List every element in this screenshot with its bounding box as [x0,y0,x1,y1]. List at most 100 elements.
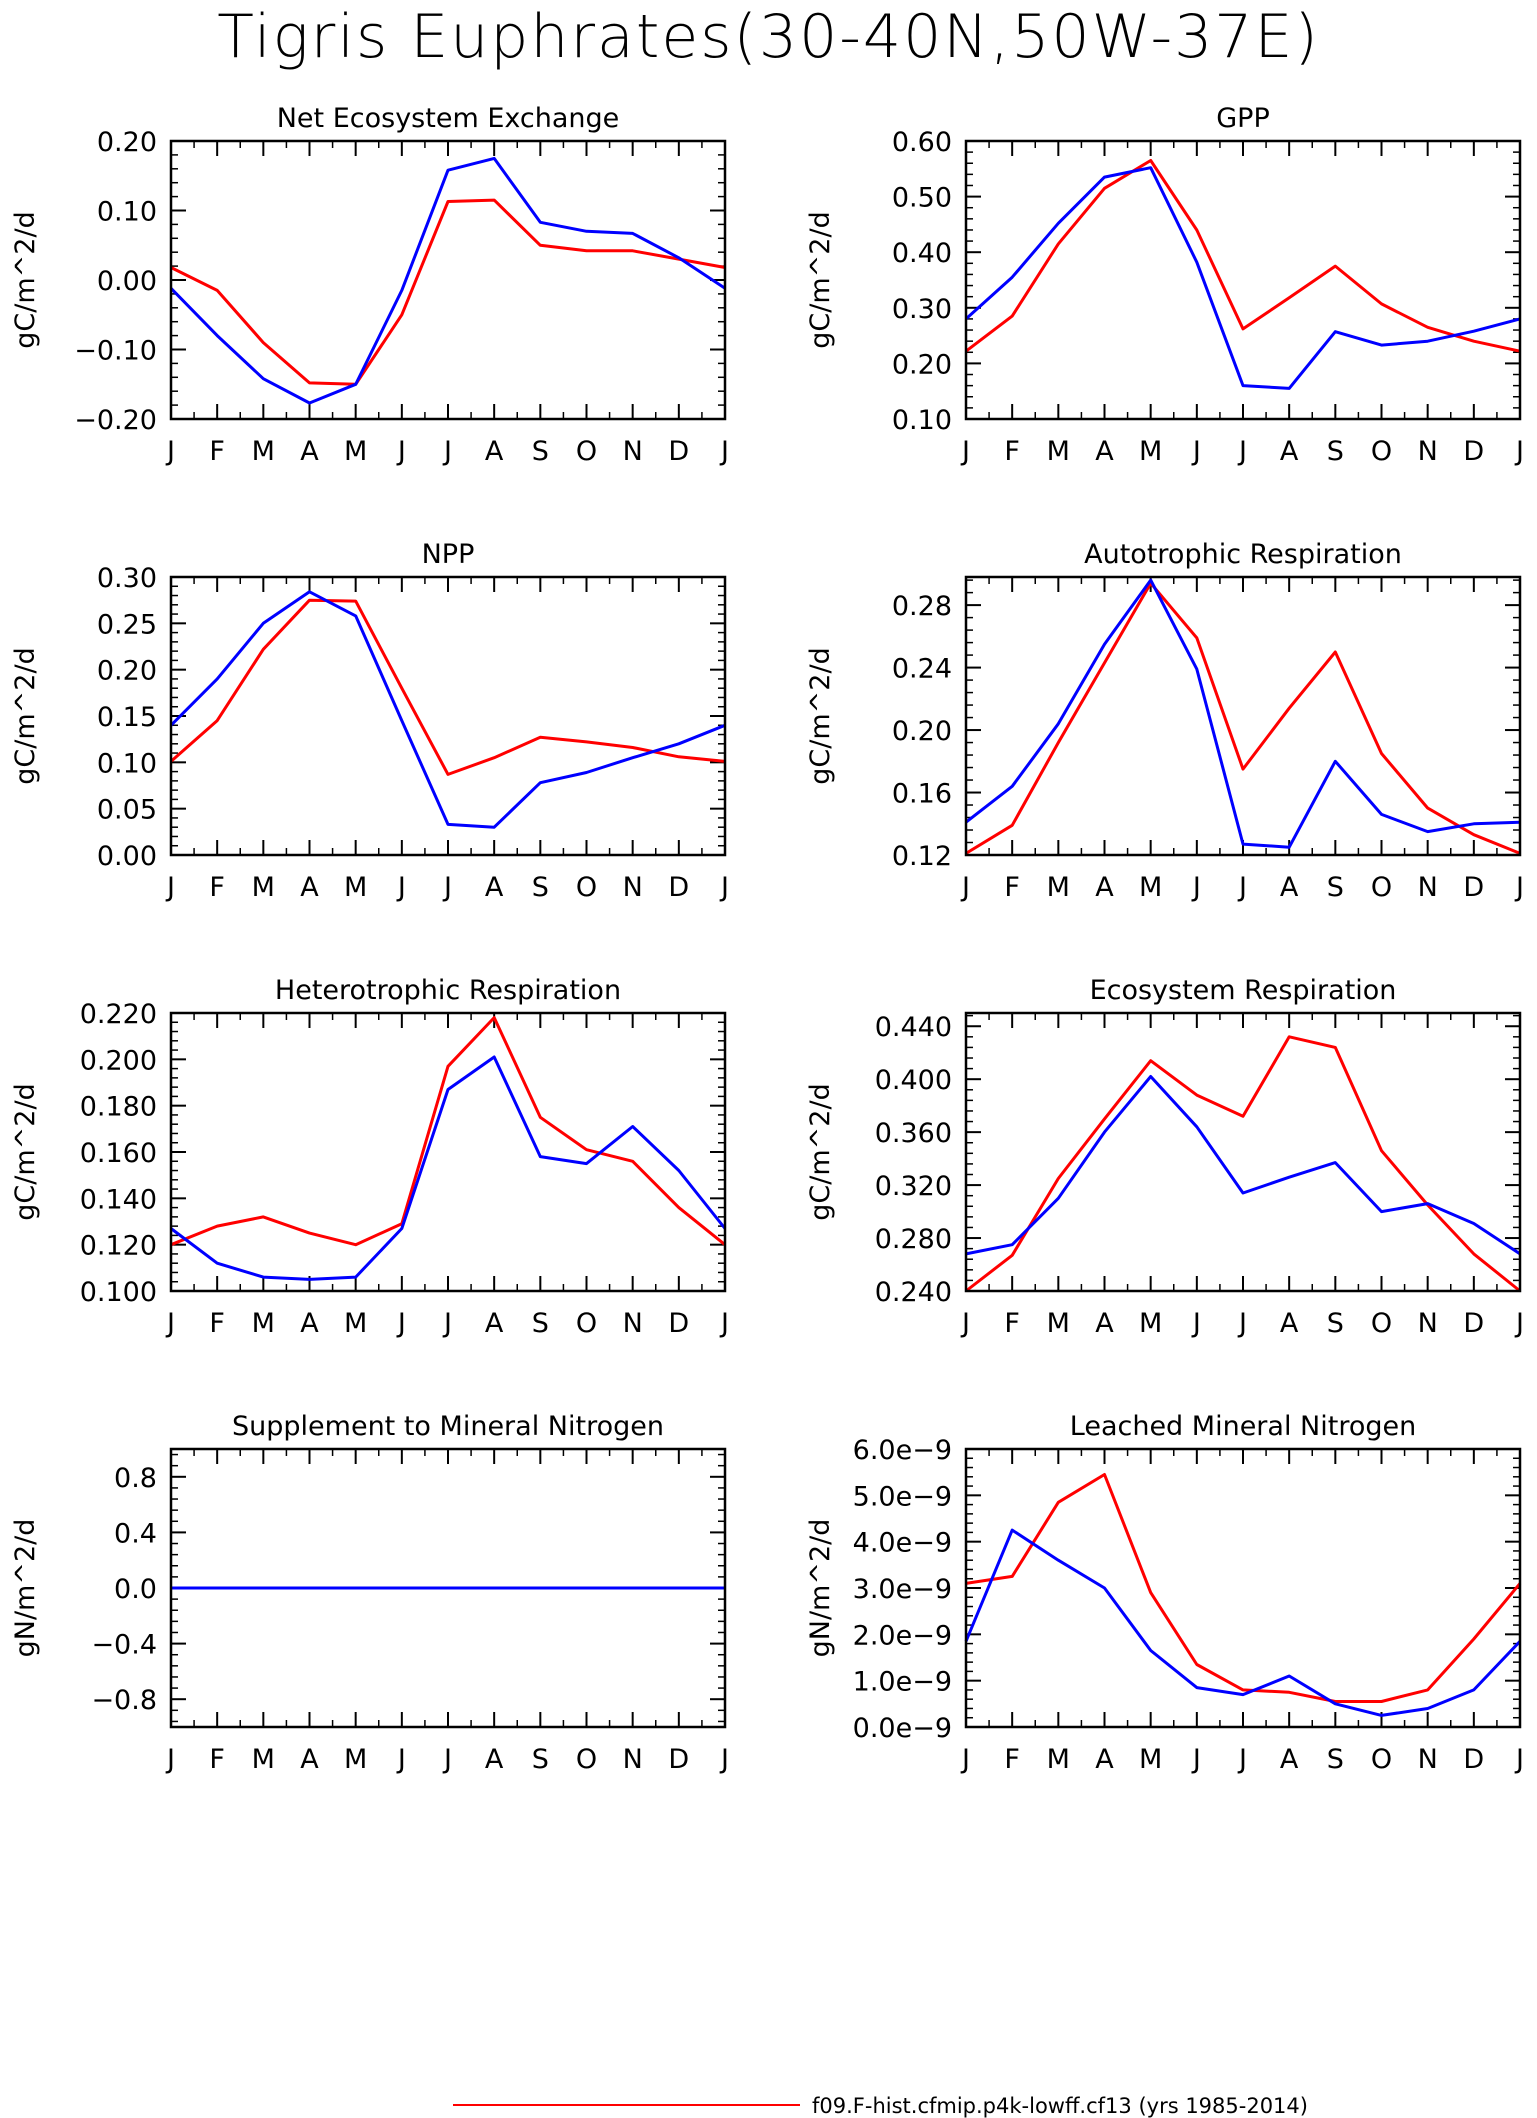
x-tick-label: O [576,436,597,467]
y-tick-label: −0.20 [74,405,157,436]
x-tick-label: M [252,436,275,467]
plot-frame [964,1447,1522,1729]
plot-frame [169,575,727,857]
y-tick-label: 6.0e−9 [853,1435,952,1466]
y-tick-label: 0.200 [80,1045,157,1076]
x-tick-label: M [1047,872,1070,903]
x-tick-label: S [1327,872,1344,903]
y-axis-label: gC/m^2/d [10,211,41,348]
x-tick-label: F [1004,1744,1020,1775]
series-line-1 [965,581,1521,855]
x-tick-label: N [623,436,643,467]
plot-frame [169,1011,727,1293]
y-tick-label: 3.0e−9 [853,1574,952,1605]
x-tick-label: A [1280,1744,1299,1775]
y-tick-label: 0.0 [114,1574,157,1605]
y-tick-label: 0.15 [97,702,157,733]
x-tick-label: F [209,872,225,903]
series-line-1 [170,198,726,386]
y-tick-label: 0.220 [80,999,157,1030]
y-tick-label: 0.20 [97,656,157,687]
panel-title: Ecosystem Respiration [1090,975,1397,1006]
panel-4: Autotrophic Respiration gC/m^2/d 0.12 0.16 0… [805,539,1524,903]
panel-6: Ecosystem Respiration gC/m^2/d 0.240 0.280 0… [805,975,1524,1339]
x-tick-label: M [1139,1308,1162,1339]
x-tick-label: M [252,872,275,903]
x-tick-label: J [396,872,406,903]
x-tick-label: O [576,872,597,903]
x-tick-label: J [719,1308,729,1339]
x-tick-label: N [623,1308,643,1339]
x-tick-label: J [165,872,175,903]
y-axis-label: gN/m^2/d [10,1519,41,1658]
x-tick-label: J [960,1308,970,1339]
x-tick-label: O [1371,436,1392,467]
series-line-1 [965,1035,1521,1293]
series-line-2 [964,166,1521,390]
x-tick-label: A [485,1744,504,1775]
y-tick-label: 0.10 [97,197,157,228]
x-tick-label: J [165,1744,175,1775]
y-axis-label: gN/m^2/d [805,1519,836,1658]
plot-frame [964,139,1522,421]
x-tick-label: M [1047,436,1070,467]
x-tick-label: O [1371,872,1392,903]
y-tick-label: 0.4 [114,1518,157,1549]
y-tick-label: 0.10 [97,748,157,779]
panel-title: Supplement to Mineral Nitrogen [232,1411,664,1442]
x-tick-label: M [1139,1744,1162,1775]
x-tick-label: J [1237,1744,1247,1775]
y-tick-label: 0.10 [892,405,952,436]
x-tick-label: J [719,1744,729,1775]
y-tick-label: 0.16 [892,779,952,810]
plot-frame [964,575,1522,857]
y-tick-label: 1.0e−9 [853,1667,952,1698]
x-tick-label: M [1139,872,1162,903]
y-tick-label: 0.50 [892,183,952,214]
y-tick-label: 0.320 [875,1171,952,1202]
y-tick-label: 0.30 [892,294,952,325]
panel-title: Net Ecosystem Exchange [277,103,620,134]
x-tick-label: J [396,1744,406,1775]
y-axis-label: gC/m^2/d [805,647,836,784]
x-tick-label: J [1191,436,1201,467]
x-tick-label: A [1095,436,1114,467]
y-axis-label: gC/m^2/d [10,647,41,784]
series-line-2 [965,578,1521,849]
x-tick-label: J [1514,872,1524,903]
series-line-1 [965,1473,1522,1703]
y-tick-label: 5.0e−9 [853,1481,952,1512]
y-tick-label: 0.20 [97,127,157,158]
x-tick-label: J [442,436,452,467]
x-tick-label: J [442,1308,452,1339]
y-tick-label: 0.00 [97,841,157,872]
panel-title: NPP [422,539,475,570]
x-tick-label: F [209,436,225,467]
x-tick-label: D [1463,872,1484,903]
x-tick-label: A [485,1308,504,1339]
x-tick-label: S [1327,1744,1344,1775]
x-tick-label: D [1463,1308,1484,1339]
y-tick-label: 4.0e−9 [853,1528,952,1559]
x-tick-label: N [623,872,643,903]
x-tick-label: J [396,436,406,467]
legend-label: f09.F-hist.cfmip.p4k-lowff.cf13 (yrs 198… [812,2094,1308,2118]
x-tick-label: J [442,1744,452,1775]
panel-7: Supplement to Mineral Nitrogen gN/m^2/d −0… [10,1411,729,1775]
x-tick-label: O [1371,1308,1392,1339]
x-tick-label: J [1237,436,1247,467]
x-tick-label: N [1418,1308,1438,1339]
series-line-2 [169,156,726,405]
x-tick-label: J [1514,436,1524,467]
y-tick-label: 0.400 [875,1065,952,1096]
y-tick-label: 0.160 [80,1138,157,1169]
series-line-2 [965,1075,1521,1256]
legend: f09.F-hist.cfmip.p4k-lowff.cf13 (yrs 198… [453,2094,1308,2118]
x-tick-label: S [1327,1308,1344,1339]
y-tick-label: −0.8 [91,1685,157,1716]
x-tick-label: A [1095,1308,1114,1339]
x-tick-label: J [1191,1308,1201,1339]
